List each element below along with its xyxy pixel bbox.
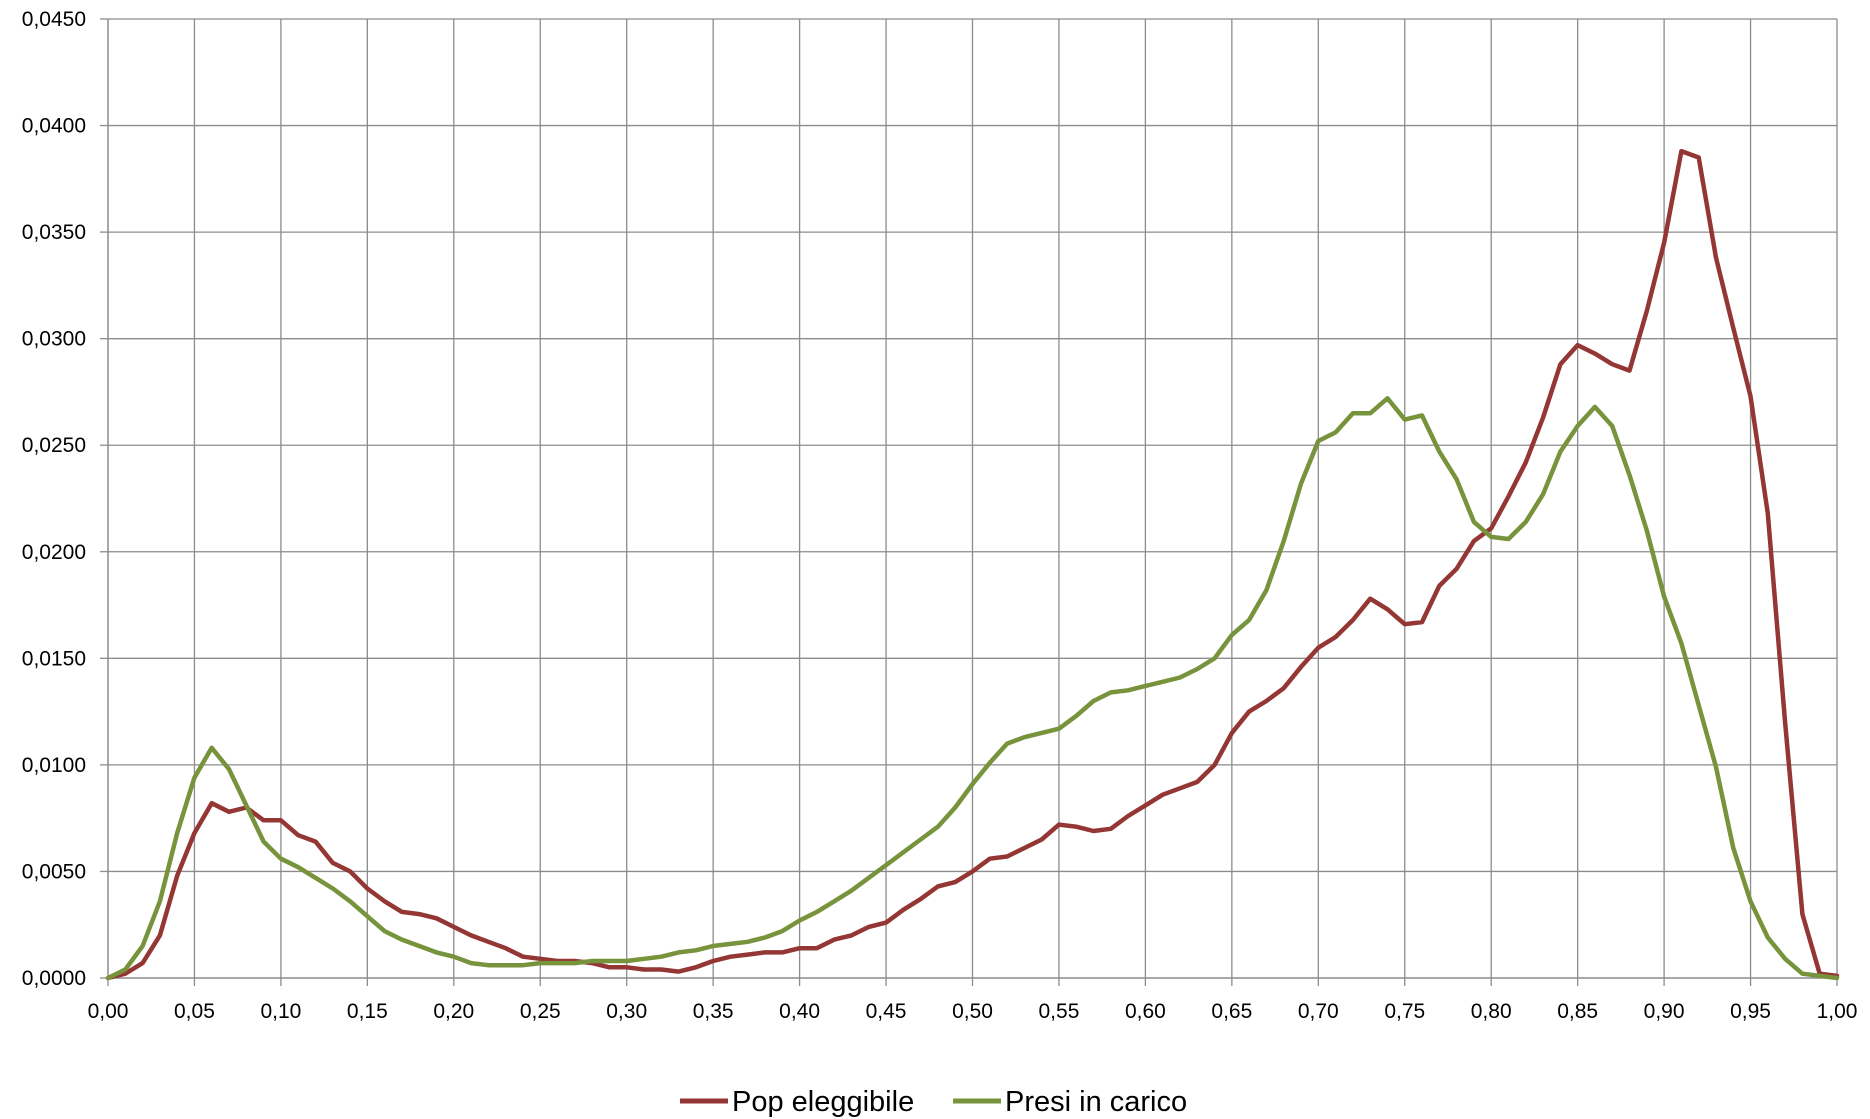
x-tick-label: 0,05 — [174, 1000, 215, 1023]
x-tick-label: 0,00 — [88, 1000, 129, 1023]
legend-label-presi-in-carico: Presi in carico — [1005, 1086, 1187, 1118]
y-tick-label: 0,0000 — [22, 967, 86, 990]
x-tick-label: 0,75 — [1384, 1000, 1425, 1023]
x-tick-label: 0,35 — [693, 1000, 734, 1023]
series-lines — [105, 148, 1840, 981]
x-tick-label: 0,80 — [1471, 1000, 1512, 1023]
x-tick-label: 0,25 — [520, 1000, 561, 1023]
y-tick-label: 0,0300 — [22, 328, 86, 351]
x-tick-label: 0,95 — [1730, 1000, 1771, 1023]
axes — [100, 18, 1838, 986]
x-tick-label: 0,65 — [1211, 1000, 1252, 1023]
y-tick-label: 0,0450 — [22, 8, 86, 31]
series-line-presi-in-carico — [105, 396, 1840, 981]
x-tick-label: 0,15 — [347, 1000, 388, 1023]
y-tick-label: 0,0100 — [22, 754, 86, 777]
x-tick-label: 0,20 — [433, 1000, 474, 1023]
x-tick-label: 0,30 — [606, 1000, 647, 1023]
y-tick-label: 0,0150 — [22, 647, 86, 670]
y-tick-label: 0,0350 — [22, 221, 86, 244]
x-tick-label: 0,50 — [952, 1000, 993, 1023]
series-line-pop-eleggibile — [105, 148, 1840, 981]
x-tick-labels: 0,00 0,05 0,10 0,15 0,20 0,25 0,30 0,35 0,40 0,45… — [88, 1000, 1858, 1023]
x-tick-label: 0,40 — [779, 1000, 820, 1023]
x-tick-label: 0,45 — [866, 1000, 907, 1023]
y-tick-labels: 0,0000 0,0050 0,0100 0,0150 0,0200 0,0250 0,03… — [22, 8, 86, 990]
x-tick-label: 0,85 — [1557, 1000, 1598, 1023]
y-tick-label: 0,0400 — [22, 115, 86, 138]
gridlines — [108, 18, 1838, 978]
y-tick-label: 0,0250 — [22, 434, 86, 457]
x-tick-label: 1,00 — [1817, 1000, 1858, 1023]
x-tick-label: 0,10 — [260, 1000, 301, 1023]
legend: Pop eleggibile Presi in carico — [680, 1086, 1187, 1118]
x-tick-label: 0,55 — [1039, 1000, 1080, 1023]
x-tick-label: 0,70 — [1298, 1000, 1339, 1023]
y-tick-label: 0,0200 — [22, 541, 86, 564]
x-tick-label: 0,90 — [1644, 1000, 1685, 1023]
legend-label-pop-eleggibile: Pop eleggibile — [732, 1086, 914, 1118]
x-tick-label: 0,60 — [1125, 1000, 1166, 1023]
y-tick-label: 0,0050 — [22, 860, 86, 883]
